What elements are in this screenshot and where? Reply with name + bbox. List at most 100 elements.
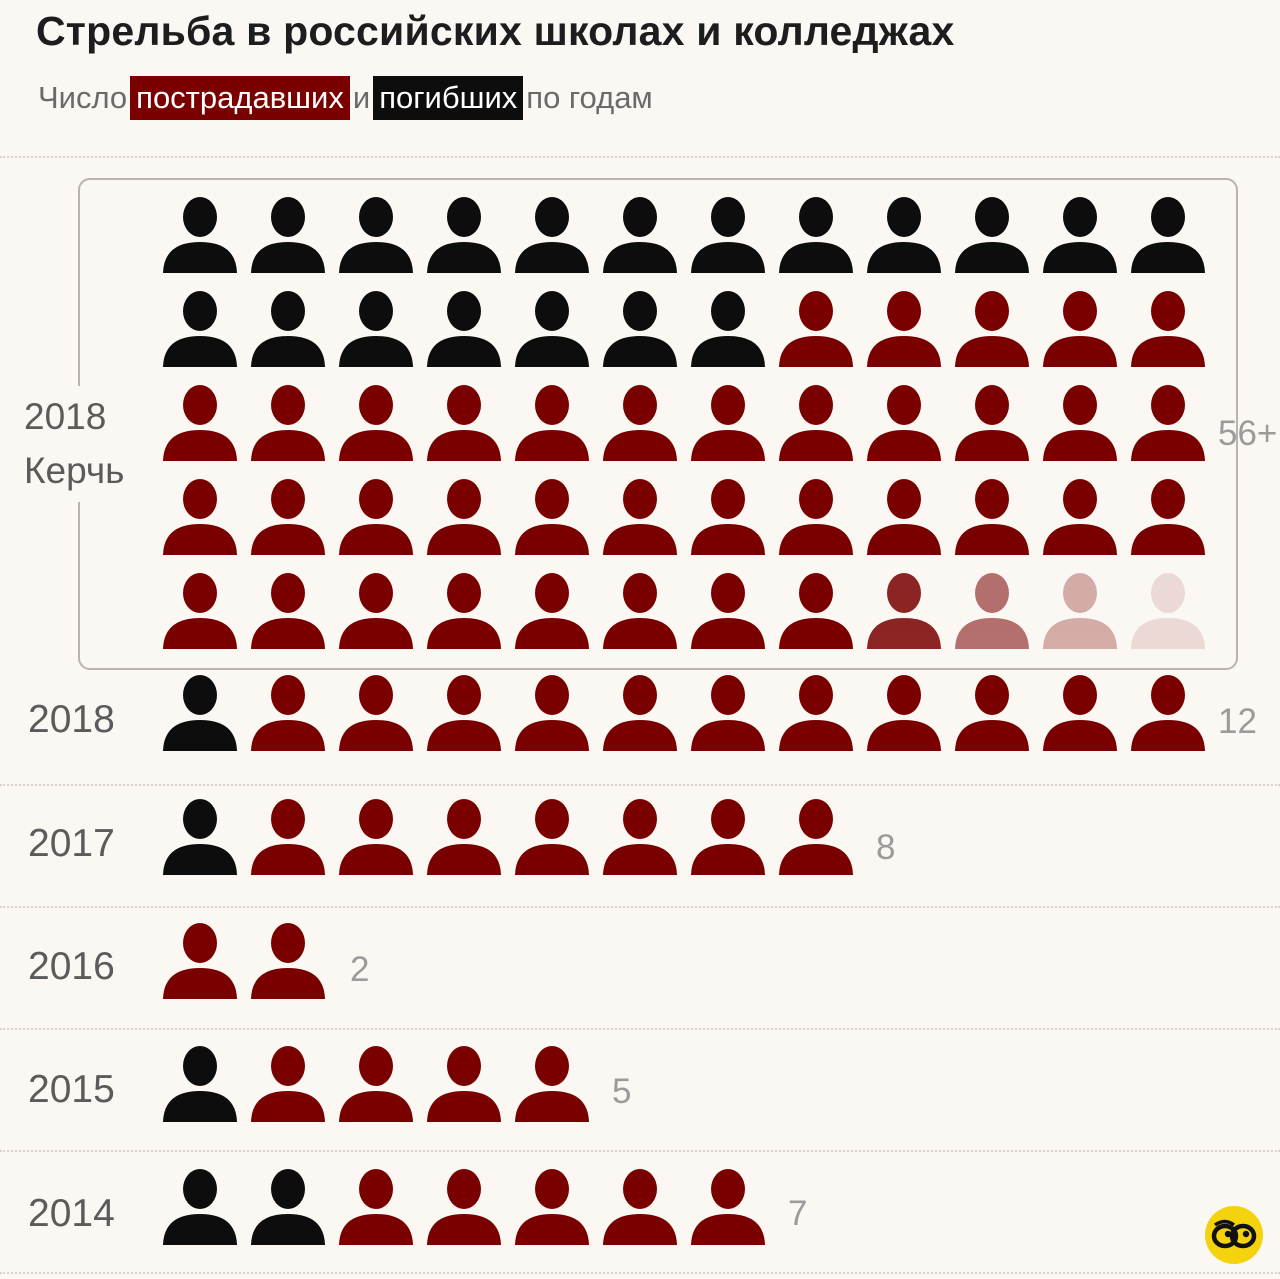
- person-icon: [339, 675, 413, 751]
- row-year: 2018: [24, 396, 107, 437]
- person-icon: [251, 197, 325, 273]
- person-icon: [867, 675, 941, 751]
- person-icon: [603, 479, 677, 555]
- person-icon: [427, 291, 501, 367]
- person-icon: [955, 291, 1029, 367]
- person-icon: [339, 291, 413, 367]
- person-icon: [251, 385, 325, 461]
- person-icon: [603, 291, 677, 367]
- person-icon: [515, 1169, 589, 1245]
- person-icon: [691, 291, 765, 367]
- person-icon: [691, 799, 765, 875]
- person-icon: [1131, 675, 1205, 751]
- divider: [0, 784, 1280, 786]
- person-icon: [251, 291, 325, 367]
- person-icon: [339, 385, 413, 461]
- row-year: 2017: [28, 822, 115, 865]
- person-icon: [1131, 385, 1205, 461]
- person-icon: [1043, 573, 1117, 649]
- subtitle-and: и: [352, 80, 371, 115]
- person-icon: [515, 799, 589, 875]
- person-icon: [163, 573, 237, 649]
- person-icon: [515, 197, 589, 273]
- person-icon: [163, 291, 237, 367]
- person-icon: [163, 1046, 237, 1122]
- person-icon: [251, 1169, 325, 1245]
- person-icon: [339, 1169, 413, 1245]
- person-icon: [427, 1169, 501, 1245]
- person-icon: [427, 197, 501, 273]
- person-icon: [251, 675, 325, 751]
- row-year: 2014: [28, 1192, 115, 1235]
- divider: [0, 906, 1280, 908]
- person-icon: [251, 923, 325, 999]
- row-place: Керчь: [24, 450, 125, 491]
- person-icon: [955, 385, 1029, 461]
- person-icon: [691, 1169, 765, 1245]
- row-total: 12: [1218, 702, 1257, 741]
- person-icon: [339, 479, 413, 555]
- person-icon: [251, 799, 325, 875]
- person-icon: [339, 1046, 413, 1122]
- person-icon: [867, 573, 941, 649]
- person-icon: [603, 573, 677, 649]
- legend-injured: пострадавших: [130, 76, 350, 120]
- divider: [0, 1028, 1280, 1030]
- person-icon: [1131, 479, 1205, 555]
- person-icon: [515, 675, 589, 751]
- person-icon: [515, 291, 589, 367]
- person-icon: [779, 799, 853, 875]
- person-icon: [1131, 291, 1205, 367]
- eyes-logo-icon: [1205, 1206, 1263, 1264]
- person-icon: [163, 923, 237, 999]
- legend-killed: погибших: [373, 76, 524, 120]
- person-icon: [603, 197, 677, 273]
- person-icon: [515, 479, 589, 555]
- person-icon: [515, 1046, 589, 1122]
- row-total: 56+: [1218, 414, 1278, 453]
- person-icon: [427, 799, 501, 875]
- person-icon: [955, 573, 1029, 649]
- person-icon: [779, 385, 853, 461]
- person-icon: [779, 291, 853, 367]
- person-icon: [1043, 385, 1117, 461]
- person-icon: [339, 573, 413, 649]
- person-icon: [163, 1169, 237, 1245]
- row-year: 2016: [28, 945, 115, 988]
- person-icon: [779, 573, 853, 649]
- row-total: 5: [612, 1072, 632, 1111]
- person-icon: [427, 573, 501, 649]
- person-icon: [251, 1046, 325, 1122]
- subtitle-prefix: Число: [38, 80, 128, 115]
- person-icon: [603, 1169, 677, 1245]
- subtitle-suffix: по годам: [526, 80, 653, 115]
- person-icon: [163, 675, 237, 751]
- divider: [0, 1150, 1280, 1152]
- person-icon: [163, 479, 237, 555]
- row-total: 8: [876, 828, 896, 867]
- person-icon: [603, 675, 677, 751]
- person-icon: [1131, 573, 1205, 649]
- person-icon: [427, 675, 501, 751]
- person-icon: [163, 197, 237, 273]
- row-total: 2: [350, 950, 370, 989]
- row-total: 7: [788, 1194, 808, 1233]
- row-year: 2018: [28, 698, 115, 741]
- person-icon: [779, 479, 853, 555]
- person-icon: [867, 479, 941, 555]
- row-year: 2015: [28, 1068, 115, 1111]
- person-icon: [955, 479, 1029, 555]
- person-icon: [867, 291, 941, 367]
- person-icon: [1043, 197, 1117, 273]
- person-icon: [779, 197, 853, 273]
- person-icon: [339, 799, 413, 875]
- person-icon: [1131, 197, 1205, 273]
- person-icon: [427, 1046, 501, 1122]
- person-icon: [251, 479, 325, 555]
- person-icon: [955, 675, 1029, 751]
- person-icon: [691, 479, 765, 555]
- person-icon: [779, 675, 853, 751]
- subtitle: Число пострадавших и погибших по годам: [38, 76, 653, 120]
- person-icon: [1043, 479, 1117, 555]
